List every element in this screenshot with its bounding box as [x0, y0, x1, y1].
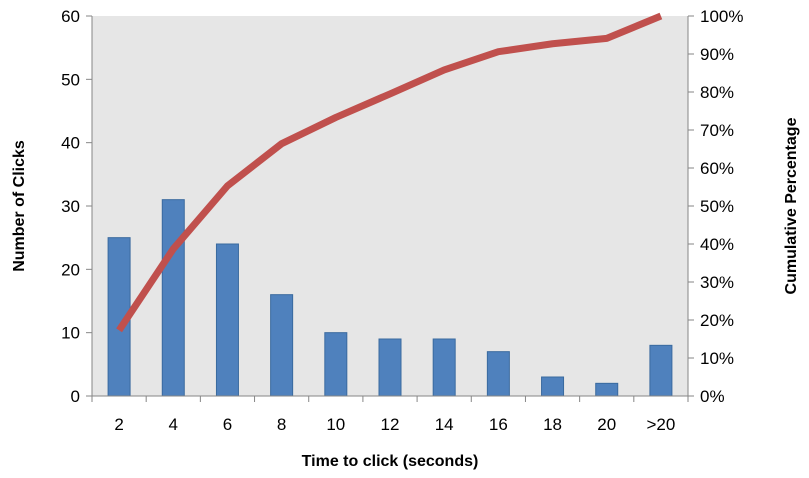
axes	[86, 15, 694, 402]
right-tick-label: 0%	[700, 387, 725, 406]
x-tick-label: 4	[169, 415, 178, 434]
left-tick-label: 10	[61, 324, 80, 343]
cumulative-line-series	[116, 12, 663, 333]
bar	[378, 338, 402, 397]
right-tick-label: 60%	[700, 159, 734, 178]
left-tick-label: 0	[71, 387, 80, 406]
bar	[270, 294, 294, 397]
bar-series	[107, 199, 673, 397]
right-tick-label: 40%	[700, 235, 734, 254]
right-tick-label: 10%	[700, 349, 734, 368]
bar	[161, 199, 185, 397]
right-tick-label: 70%	[700, 121, 734, 140]
cumulative-line	[116, 12, 663, 333]
x-tick-label: 14	[435, 415, 454, 434]
tick-labels: 0 10 20 30 40 50 60 0% 10% 20% 30% 40% 50% 60% 70% 80% 9…	[61, 7, 743, 434]
bar	[649, 344, 673, 397]
left-tick-label: 60	[61, 7, 80, 26]
bar	[324, 332, 348, 397]
right-tick-label: 20%	[700, 311, 734, 330]
right-tick-label: 50%	[700, 197, 734, 216]
x-tick-label: 2	[114, 415, 123, 434]
bar	[486, 351, 510, 397]
left-tick-label: 20	[61, 260, 80, 279]
x-tick-label: 10	[326, 415, 345, 434]
x-axis-title: Time to click (seconds)	[302, 453, 479, 470]
plot-area	[92, 16, 688, 396]
left-tick-label: 30	[61, 197, 80, 216]
left-tick-label: 50	[61, 70, 80, 89]
bar	[432, 338, 456, 397]
right-tick-label: 100%	[700, 7, 743, 26]
left-tick-label: 40	[61, 134, 80, 153]
bar	[595, 382, 619, 397]
right-tick-label: 90%	[700, 45, 734, 64]
x-tick-label: >20	[646, 415, 675, 434]
x-tick-label: 16	[489, 415, 508, 434]
x-tick-label: 20	[597, 415, 616, 434]
x-tick-label: 6	[223, 415, 232, 434]
y2-axis-title: Cumulative Percentage	[783, 117, 800, 294]
right-tick-label: 30%	[700, 273, 734, 292]
x-tick-label: 8	[277, 415, 286, 434]
right-tick-label: 80%	[700, 83, 734, 102]
x-tick-label: 18	[543, 415, 562, 434]
bar	[215, 243, 239, 397]
bar	[541, 376, 565, 397]
x-tick-label: 12	[381, 415, 400, 434]
y-axis-title: Number of Clicks	[11, 140, 28, 272]
